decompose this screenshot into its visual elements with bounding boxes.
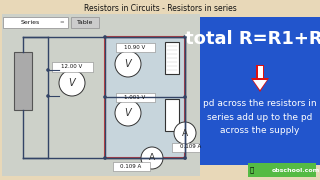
Text: A: A	[149, 154, 155, 163]
Circle shape	[46, 68, 50, 72]
FancyBboxPatch shape	[113, 161, 149, 170]
Text: pd across the resistors in
series add up to the pd
across the supply: pd across the resistors in series add up…	[203, 99, 317, 135]
Bar	[256, 65, 264, 78]
Circle shape	[141, 147, 163, 169]
Bar	[258, 66, 262, 78]
FancyBboxPatch shape	[116, 42, 155, 51]
FancyBboxPatch shape	[116, 93, 155, 102]
Circle shape	[103, 156, 107, 160]
Circle shape	[183, 35, 187, 39]
Polygon shape	[253, 80, 267, 90]
Text: Series: Series	[20, 20, 40, 25]
Text: V: V	[125, 59, 131, 69]
Polygon shape	[251, 78, 269, 92]
Bar	[165, 42, 179, 74]
Bar	[3, 17, 68, 28]
FancyBboxPatch shape	[52, 62, 92, 71]
FancyBboxPatch shape	[172, 143, 211, 152]
Circle shape	[183, 156, 187, 160]
Bar	[248, 163, 316, 177]
Bar	[71, 17, 99, 28]
Bar	[200, 17, 320, 165]
Text: obschool.com: obschool.com	[272, 168, 320, 172]
Text: total R=R1+R2: total R=R1+R2	[185, 30, 320, 48]
Text: 1.001 V: 1.001 V	[124, 95, 146, 100]
Text: A: A	[182, 129, 188, 138]
Text: =: =	[60, 20, 64, 25]
Text: Resistors in Circuits - Resistors in series: Resistors in Circuits - Resistors in ser…	[84, 4, 236, 13]
Circle shape	[103, 95, 107, 99]
Circle shape	[115, 100, 141, 126]
Circle shape	[103, 35, 107, 39]
Bar	[165, 99, 179, 131]
Circle shape	[115, 51, 141, 77]
Text: 👤: 👤	[250, 167, 254, 173]
Bar	[14, 52, 32, 110]
Bar	[2, 14, 200, 176]
Circle shape	[174, 122, 196, 144]
Text: V: V	[69, 78, 75, 88]
Bar	[105, 37, 185, 158]
Circle shape	[183, 95, 187, 99]
Text: V: V	[125, 108, 131, 118]
Text: Table: Table	[77, 20, 93, 25]
Text: 0.109 A: 0.109 A	[180, 145, 202, 150]
Text: 0.109 A: 0.109 A	[120, 163, 142, 168]
Text: 12.00 V: 12.00 V	[61, 64, 83, 69]
Circle shape	[46, 94, 50, 98]
Text: 10.90 V: 10.90 V	[124, 45, 146, 50]
Circle shape	[59, 70, 85, 96]
